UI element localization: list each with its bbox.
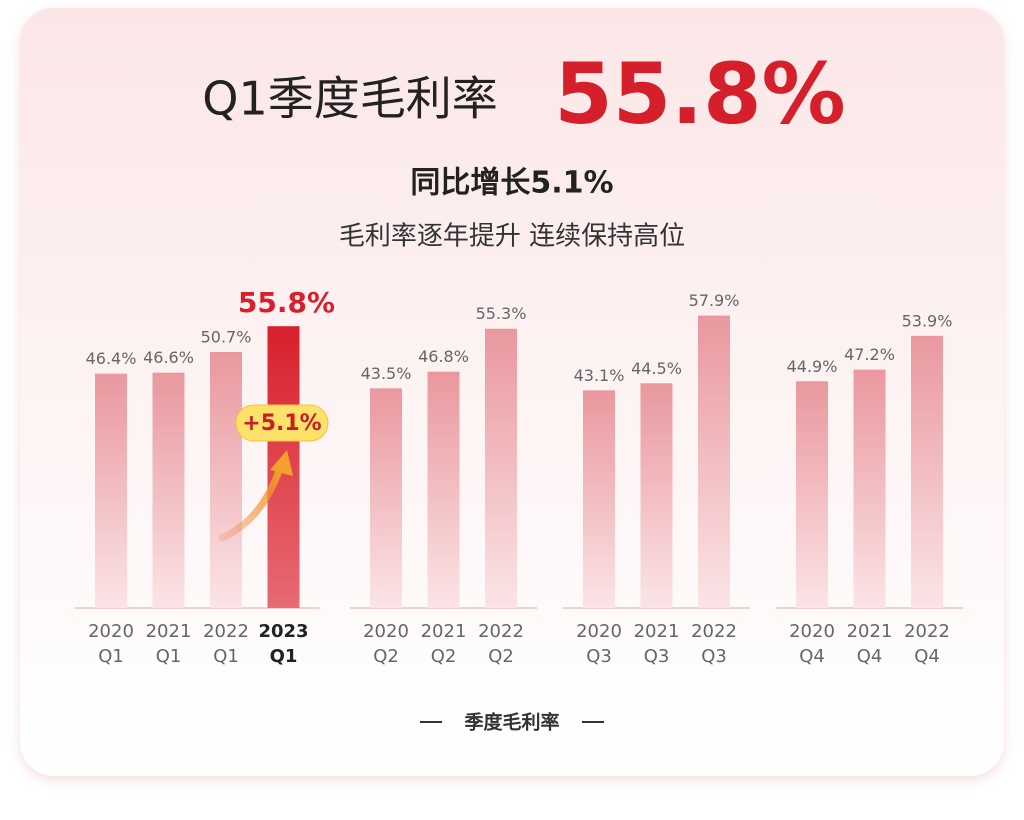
bar <box>427 371 460 608</box>
bar <box>911 335 943 608</box>
x-tick-label: Q2 <box>488 646 514 667</box>
x-tick-label: 2020 <box>789 621 835 642</box>
bar <box>152 372 185 608</box>
bar <box>370 388 402 608</box>
x-tick-label: 2022 <box>904 621 950 642</box>
tagline: 毛利率逐年提升 连续保持高位 <box>339 222 685 252</box>
value-label: 46.8% <box>418 347 469 366</box>
x-tick-label: 2022 <box>478 621 524 642</box>
bar <box>210 351 242 608</box>
x-tick-label: Q3 <box>644 646 670 667</box>
x-tick-label: Q4 <box>914 646 940 667</box>
x-tick-label: 2020 <box>576 621 622 642</box>
bar <box>640 383 673 608</box>
value-label: 46.4% <box>86 349 137 368</box>
value-label: 44.5% <box>631 359 682 378</box>
x-tick-label: Q3 <box>586 646 612 667</box>
x-tick-label: Q1 <box>213 646 239 667</box>
value-label: 47.2% <box>844 345 895 364</box>
x-tick-label: Q1 <box>98 646 124 667</box>
value-label: 46.6% <box>143 348 194 367</box>
x-tick-label: Q3 <box>701 646 727 667</box>
x-tick-label: 2023 <box>258 621 308 642</box>
bar <box>698 315 730 608</box>
x-tick-label: 2021 <box>634 621 680 642</box>
x-tick-label: Q2 <box>431 646 457 667</box>
title: Q1季度毛利率 <box>202 72 497 126</box>
bar <box>796 381 828 608</box>
x-tick-label: 2020 <box>88 621 134 642</box>
bar <box>853 369 886 608</box>
x-tick-label: 2022 <box>203 621 249 642</box>
subtitle: 同比增长5.1% <box>410 166 613 201</box>
value-label: 57.9% <box>689 291 740 310</box>
x-tick-label: 2021 <box>847 621 893 642</box>
value-label: 43.1% <box>574 366 625 385</box>
x-tick-label: 2021 <box>421 621 467 642</box>
x-tick-label: 2022 <box>691 621 737 642</box>
value-label: 55.8% <box>238 286 335 319</box>
value-label: 50.7% <box>201 327 252 346</box>
value-label: 55.3% <box>476 304 527 323</box>
x-tick-label: Q2 <box>373 646 399 667</box>
value-label: 53.9% <box>902 311 953 330</box>
x-tick-label: 2021 <box>146 621 192 642</box>
x-tick-label: Q4 <box>799 646 825 667</box>
annotation-pill <box>235 404 329 442</box>
growth-arrow <box>218 464 284 542</box>
arrow-head <box>270 450 293 476</box>
legend-label: 季度毛利率 <box>464 711 559 734</box>
annotation: +5.1% <box>242 411 321 436</box>
value-label: 44.9% <box>787 357 838 376</box>
x-tick-label: Q1 <box>270 646 298 667</box>
value-label: 43.5% <box>361 364 412 383</box>
bar <box>485 328 517 608</box>
bar <box>95 373 127 608</box>
bar <box>583 390 615 608</box>
headline-value: 55.8% <box>554 45 845 143</box>
x-tick-label: 2020 <box>363 621 409 642</box>
x-tick-label: Q1 <box>156 646 182 667</box>
x-tick-label: Q4 <box>857 646 883 667</box>
